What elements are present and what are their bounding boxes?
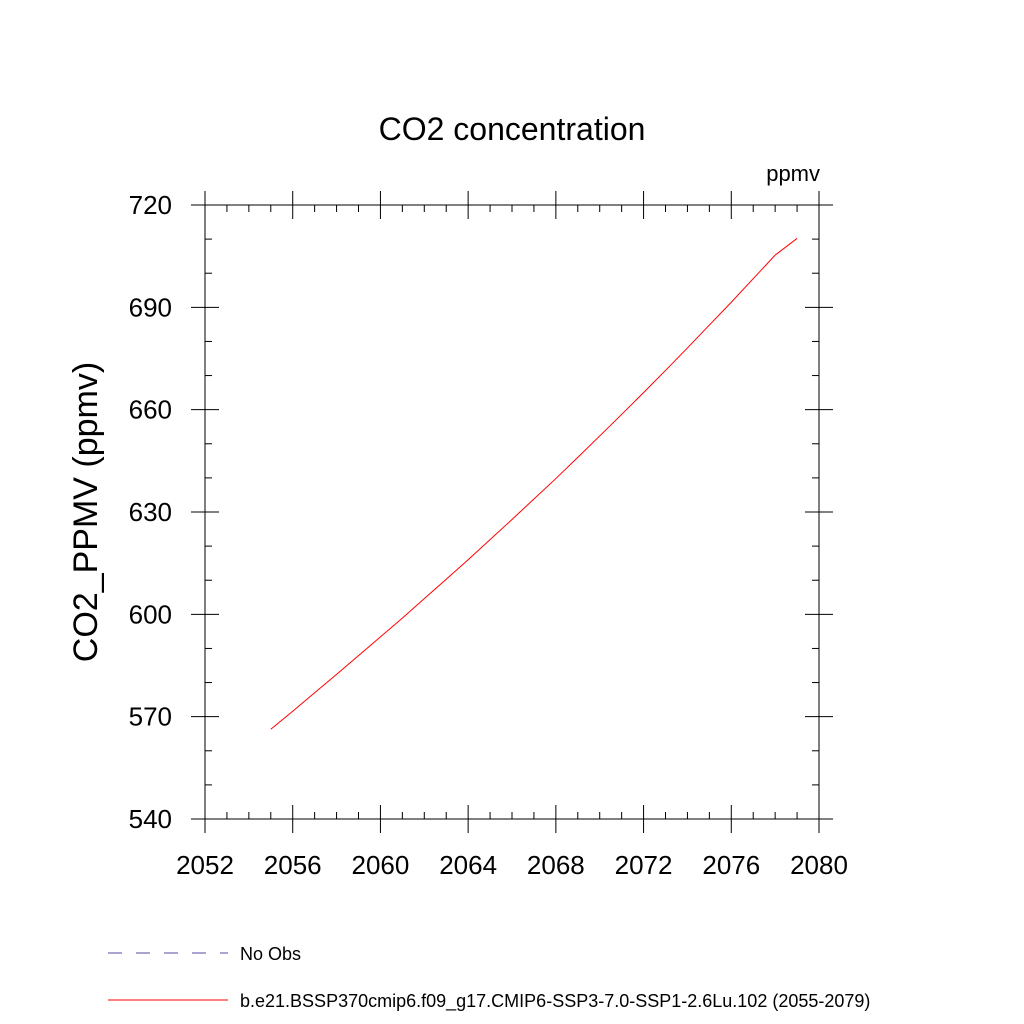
plot-frame bbox=[204, 204, 820, 820]
x-tick-label: 2076 bbox=[702, 850, 760, 880]
y-tick-label: 630 bbox=[129, 497, 172, 527]
series-line bbox=[270, 238, 798, 730]
legend-label: b.e21.BSSP370cmip6.f09_g17.CMIP6-SSP3-7.… bbox=[240, 991, 870, 1012]
x-axis: 2052 2056 2060 2064 2068 2072 2076 2080 bbox=[176, 191, 848, 880]
chart-title: CO2 concentration bbox=[379, 111, 646, 147]
y-tick-label: 720 bbox=[129, 190, 172, 220]
units-label: ppmv bbox=[766, 161, 820, 186]
x-tick-label: 2068 bbox=[527, 850, 585, 880]
series-layer bbox=[270, 238, 798, 730]
y-tick-label: 600 bbox=[129, 599, 172, 629]
x-tick-label: 2056 bbox=[264, 850, 322, 880]
y-axis: 540 570 600 630 660 690 720 bbox=[129, 190, 833, 834]
legend-label: No Obs bbox=[240, 944, 301, 964]
x-tick-label: 2064 bbox=[439, 850, 497, 880]
legend: No Obs b.e21.BSSP370cmip6.f09_g17.CMIP6-S… bbox=[108, 944, 870, 1012]
y-axis-label: CO2_PPMV (ppmv) bbox=[67, 362, 105, 662]
x-tick-label: 2060 bbox=[352, 850, 410, 880]
x-tick-label: 2072 bbox=[615, 850, 673, 880]
y-tick-label: 660 bbox=[129, 395, 172, 425]
x-tick-label: 2080 bbox=[790, 850, 848, 880]
x-tick-label: 2052 bbox=[176, 850, 234, 880]
y-tick-label: 540 bbox=[129, 804, 172, 834]
y-tick-label: 690 bbox=[129, 292, 172, 322]
y-tick-label: 570 bbox=[129, 702, 172, 732]
